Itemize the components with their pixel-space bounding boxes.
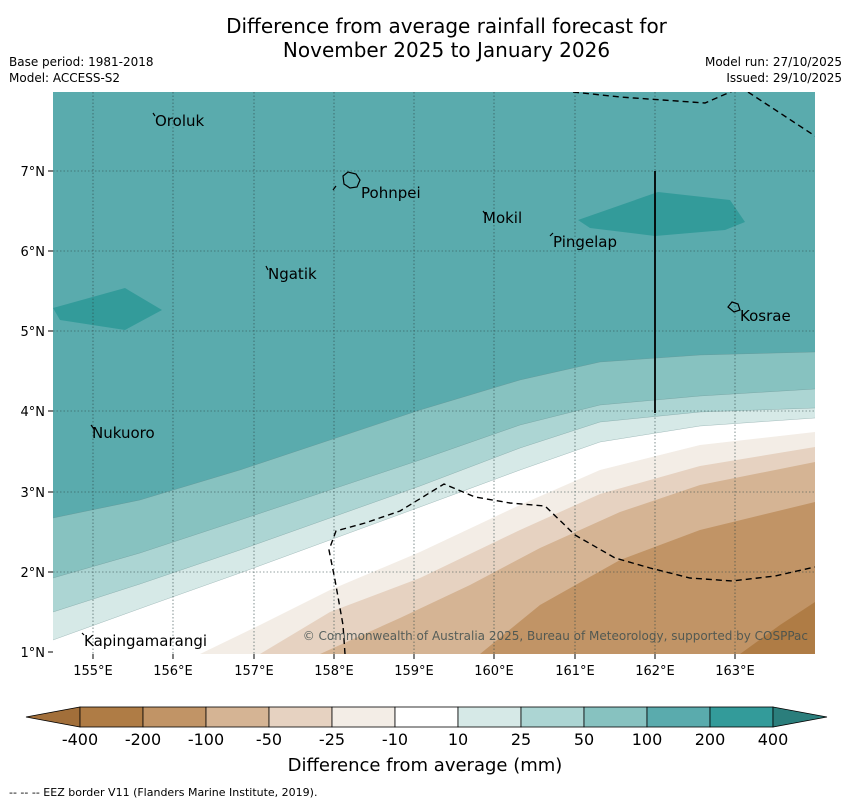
kosrae-outline — [727, 301, 741, 313]
lon-label-157: 157°E — [234, 664, 274, 679]
ant-atoll-mark — [332, 185, 337, 191]
colorbar-bin-3 — [205, 706, 270, 728]
colorbar-label-1: -200 — [125, 730, 161, 749]
lat-label-4: 4°N — [21, 405, 46, 420]
lat-label-5: 5°N — [21, 325, 46, 340]
colorbar: -400 -200 -100 -50 -25 -10 10 25 50 100 200 400 — [25, 706, 828, 749]
colorbar-bin-6 — [394, 706, 459, 728]
label-kosrae: Kosrae — [740, 307, 791, 325]
label-oroluk: Oroluk — [155, 112, 204, 130]
eez-footnote: -- -- -- EEZ border V11 (Flanders Marine… — [9, 786, 318, 799]
colorbar-title: Difference from average (mm) — [287, 755, 563, 776]
lon-label-155: 155°E — [73, 664, 113, 679]
pohnpei-outline — [342, 171, 361, 189]
rainfall-contours — [53, 92, 815, 654]
label-kapingamarangi: Kapingamarangi — [84, 632, 207, 650]
meta-left: Base period: 1981-2018 Model: ACCESS-S2 — [9, 54, 154, 86]
meta-right: Model run: 27/10/2025 Issued: 29/10/2025 — [705, 54, 842, 86]
contour-minus400-minus200 — [740, 602, 815, 654]
colorbar-bin-8 — [520, 706, 585, 728]
colorbar-bin-9 — [583, 706, 648, 728]
title-line-2: November 2025 to January 2026 — [282, 38, 611, 62]
contour-edges — [53, 351, 815, 641]
colorbar-label-9: 100 — [632, 730, 663, 749]
colorbar-label-8: 50 — [574, 730, 594, 749]
colorbar-bin-10 — [646, 706, 711, 728]
lon-label-159: 159°E — [394, 664, 434, 679]
lat-axis: 7°N 6°N 5°N 4°N 3°N 2°N 1°N — [21, 165, 53, 661]
base-period: Base period: 1981-2018 — [9, 55, 154, 69]
lon-label-156: 156°E — [153, 664, 193, 679]
colorbar-label-3: -50 — [256, 730, 282, 749]
colorbar-bin-11 — [709, 706, 774, 728]
label-ngatik: Ngatik — [268, 265, 317, 283]
eez-borders — [328, 92, 815, 654]
label-pingelap: Pingelap — [553, 233, 617, 251]
colorbar-bin-1 — [79, 706, 144, 728]
colorbar-label-11: 400 — [758, 730, 789, 749]
ngatik-mark — [265, 265, 269, 271]
lat-label-3: 3°N — [21, 486, 46, 501]
lat-label-2: 2°N — [21, 566, 46, 581]
lon-label-160: 160°E — [474, 664, 514, 679]
colorbar-label-5: -10 — [382, 730, 408, 749]
nukuoro-mark — [90, 424, 95, 430]
model-run: Model run: 27/10/2025 — [704, 55, 842, 69]
colorbar-bin-2 — [142, 706, 207, 728]
colorbar-label-4: -25 — [319, 730, 345, 749]
lon-label-163: 163°E — [715, 664, 755, 679]
eez-border-south — [328, 483, 815, 654]
colorbar-bin-5 — [331, 706, 396, 728]
colorbar-bin-4 — [268, 706, 333, 728]
colorbar-label-10: 200 — [695, 730, 726, 749]
issued-date: Issued: 29/10/2025 — [726, 71, 842, 85]
lon-axis: 155°E 156°E 157°E 158°E 159°E 160°E 161°… — [73, 654, 755, 679]
pingelap-mark — [549, 232, 554, 237]
colorbar-label-7: 25 — [511, 730, 531, 749]
contour-200-400-east — [578, 192, 745, 236]
colorbar-extend-high — [772, 706, 828, 728]
colorbar-bin-7 — [457, 706, 522, 728]
lon-label-162: 162°E — [635, 664, 675, 679]
title-line-1: Difference from average rainfall forecas… — [226, 14, 667, 38]
eez-border-northeast — [747, 92, 815, 137]
contour-minus200-minus100 — [480, 502, 815, 654]
place-labels: Oroluk Pohnpei Mokil Pingelap Ngatik Kos… — [84, 112, 791, 650]
label-mokil: Mokil — [483, 209, 522, 227]
mokil-mark — [482, 210, 487, 216]
lat-label-7: 7°N — [21, 165, 46, 180]
oroluk-mark — [152, 112, 156, 117]
colorbar-label-2: -100 — [188, 730, 224, 749]
lat-label-1: 1°N — [21, 646, 46, 661]
colorbar-label-6: 10 — [448, 730, 468, 749]
label-pohnpei: Pohnpei — [361, 184, 421, 202]
graticule — [53, 92, 815, 654]
contour-200-400-west — [53, 288, 162, 330]
lon-label-161: 161°E — [555, 664, 595, 679]
eez-border-north — [572, 92, 733, 104]
lat-label-6: 6°N — [21, 245, 46, 260]
copyright-text: © Commonwealth of Australia 2025, Bureau… — [303, 629, 808, 643]
lon-label-158: 158°E — [314, 664, 354, 679]
kapingamarangi-mark — [81, 632, 85, 636]
model-name: Model: ACCESS-S2 — [9, 71, 121, 85]
map-title: Difference from average rainfall forecas… — [0, 14, 850, 62]
islands — [81, 112, 741, 636]
label-nukuoro: Nukuoro — [92, 424, 155, 442]
colorbar-label-0: -400 — [62, 730, 98, 749]
colorbar-extend-low — [25, 706, 81, 728]
